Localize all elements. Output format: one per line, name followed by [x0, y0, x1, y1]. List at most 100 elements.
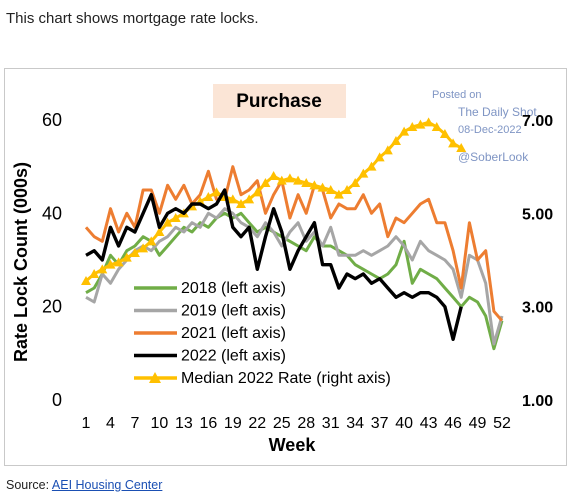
rate-marker	[203, 192, 214, 201]
chart-frame	[4, 68, 567, 466]
source-link[interactable]: AEI Housing Center	[51, 478, 163, 492]
rate-marker	[105, 259, 116, 269]
right-tick-label: 3.00	[522, 300, 553, 317]
x-tick-label: 25	[273, 415, 291, 432]
rate-marker	[162, 217, 173, 227]
legend: 2018 (left axis) 2019 (left axis) 2021 (le…	[134, 280, 391, 387]
rate-marker	[268, 171, 279, 180]
x-tick-label: 46	[444, 415, 462, 432]
watermark-posted: Posted on	[432, 89, 482, 101]
rate-marker	[170, 213, 181, 222]
rate-marker	[276, 175, 287, 185]
rate-marker	[138, 243, 149, 253]
rate-marker	[284, 173, 295, 183]
x-tick-label: 31	[322, 415, 340, 432]
rate-marker	[431, 122, 442, 131]
x-tick-label: 43	[420, 415, 438, 432]
left-tick-label: 60	[42, 110, 62, 130]
rate-marker	[342, 185, 353, 194]
rate-marker	[227, 194, 238, 204]
series-lines	[81, 117, 504, 351]
rate-marker	[301, 178, 312, 187]
x-axis-ticks: 1 4 7 10 13 16 19 22 25 28 31 34 37 40 43 46 49 52	[82, 415, 511, 432]
x-tick-label: 1	[82, 415, 91, 432]
series-line-2	[84, 165, 504, 322]
source-label: Source:	[6, 478, 50, 492]
source-line: Source: AEI Housing Center	[6, 478, 162, 492]
rate-marker	[390, 136, 401, 145]
rate-marker	[260, 178, 271, 187]
x-tick-label: 13	[175, 415, 193, 432]
rate-marker	[399, 126, 410, 136]
chart-title: Purchase	[236, 91, 322, 112]
rate-marker	[358, 168, 369, 178]
x-tick-label: 52	[493, 415, 511, 432]
rate-marker	[333, 189, 344, 199]
watermark: Posted on The Daily Shot 08-Dec-2022 @So…	[432, 89, 537, 164]
x-tick-label: 34	[346, 415, 364, 432]
left-axis-ticks: 0 20 40 60	[42, 110, 62, 410]
series-line-4	[85, 120, 462, 283]
rate-marker	[448, 138, 459, 148]
rate-marker	[423, 117, 434, 127]
rate-marker	[382, 145, 393, 155]
series-line-3	[85, 188, 463, 341]
rate-marker	[81, 276, 91, 285]
x-tick-label: 28	[297, 415, 315, 432]
rate-marker	[407, 122, 418, 131]
left-tick-label: 0	[52, 390, 62, 410]
watermark-daily-shot: The Daily Shot	[458, 105, 537, 119]
rate-marker	[374, 152, 385, 162]
series-line-0	[85, 211, 504, 351]
legend-label: Median 2022 Rate (right axis)	[181, 370, 391, 387]
legend-label: 2018 (left axis)	[181, 280, 286, 297]
rate-marker	[325, 185, 336, 194]
watermark-date: 08-Dec-2022	[458, 124, 522, 136]
rate-marker	[415, 119, 426, 129]
x-tick-label: 40	[395, 415, 413, 432]
rate-marker	[456, 143, 467, 152]
rate-marker	[89, 269, 100, 278]
x-tick-label: 19	[224, 415, 242, 432]
rate-marker	[350, 178, 361, 187]
rate-marker	[439, 129, 450, 138]
legend-label: 2022 (left axis)	[181, 348, 286, 365]
x-tick-label: 10	[151, 415, 169, 432]
watermark-handle: @SoberLook	[458, 150, 529, 164]
x-tick-label: 7	[130, 415, 139, 432]
rate-marker	[366, 161, 377, 171]
rate-marker	[252, 187, 263, 197]
series-line-1	[85, 207, 504, 346]
x-tick-label: 22	[248, 415, 266, 432]
rate-marker	[235, 199, 246, 208]
right-tick-label: 7.00	[522, 113, 553, 130]
left-tick-label: 20	[42, 297, 62, 317]
rate-marker	[154, 227, 165, 236]
chart-title-box	[213, 84, 346, 118]
legend-label: 2019 (left axis)	[181, 303, 286, 320]
rate-marker	[309, 180, 320, 190]
rate-marker	[317, 182, 328, 192]
x-tick-label: 16	[199, 415, 217, 432]
rate-marker	[113, 257, 124, 267]
legend-label: 2021 (left axis)	[181, 325, 286, 342]
right-axis-ticks: 1.00 3.00 5.00 7.00	[522, 113, 553, 410]
rate-marker	[211, 187, 222, 197]
right-tick-label: 5.00	[522, 206, 553, 223]
intro-text: This chart shows mortgage rate locks.	[6, 10, 259, 27]
rate-marker	[146, 236, 157, 246]
x-axis-label: Week	[269, 435, 317, 455]
rate-marker	[129, 248, 140, 257]
rate-marker	[244, 194, 255, 204]
y-axis-label: Rate Lock Count (000s)	[11, 162, 31, 362]
rate-marker	[121, 252, 132, 262]
left-tick-label: 40	[42, 203, 62, 223]
legend-marker	[149, 372, 161, 383]
right-tick-label: 1.00	[522, 393, 553, 410]
rate-marker	[97, 264, 108, 274]
rate-marker	[293, 175, 304, 185]
x-tick-label: 4	[106, 415, 115, 432]
x-tick-label: 37	[371, 415, 389, 432]
x-tick-label: 49	[469, 415, 487, 432]
